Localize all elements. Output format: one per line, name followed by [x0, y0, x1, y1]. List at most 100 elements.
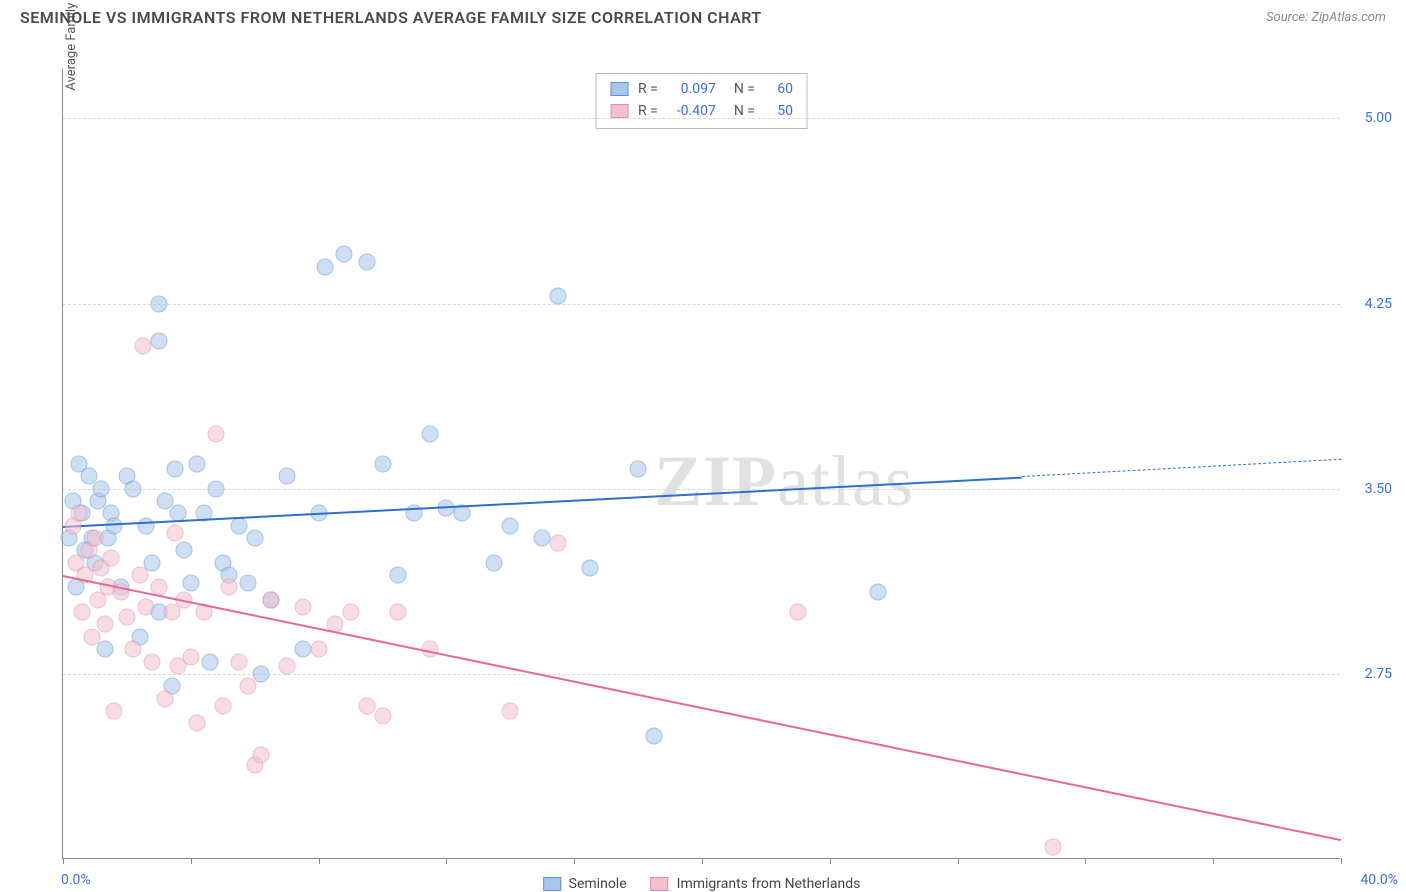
data-point [240, 678, 257, 695]
legend-swatch [543, 877, 561, 891]
data-point [166, 460, 183, 477]
data-point [189, 715, 206, 732]
data-point [144, 554, 161, 571]
data-point [230, 653, 247, 670]
legend-swatch [610, 82, 628, 96]
data-point [486, 554, 503, 571]
data-point [789, 604, 806, 621]
data-point [342, 604, 359, 621]
data-point [422, 426, 439, 443]
trend-line [63, 476, 1022, 527]
data-point [208, 480, 225, 497]
trend-line [1021, 459, 1341, 477]
data-point [390, 604, 407, 621]
legend-swatch [651, 877, 669, 891]
stat-n-label: N = [734, 78, 755, 100]
xtick [1341, 858, 1342, 864]
data-point [869, 584, 886, 601]
xtick [191, 858, 192, 864]
legend-item: Immigrants from Netherlands [651, 876, 861, 892]
data-point [201, 653, 218, 670]
data-point [502, 517, 519, 534]
data-point [96, 641, 113, 658]
data-point [253, 665, 270, 682]
data-point [374, 707, 391, 724]
data-point [534, 530, 551, 547]
stat-r-label: R = [638, 78, 658, 100]
watermark-rest: atlas [777, 441, 914, 521]
xtick [830, 858, 831, 864]
xtick [1085, 858, 1086, 864]
gridline [63, 304, 1340, 305]
data-point [96, 616, 113, 633]
data-point [310, 641, 327, 658]
data-point [125, 480, 142, 497]
ytick-label: 5.00 [1365, 110, 1392, 126]
data-point [131, 567, 148, 584]
data-point [208, 426, 225, 443]
stat-r-value: 0.097 [668, 78, 716, 100]
data-point [550, 535, 567, 552]
data-point [221, 579, 238, 596]
data-point [86, 530, 103, 547]
data-point [630, 460, 647, 477]
xtick [446, 858, 447, 864]
data-point [582, 559, 599, 576]
stats-row: R = 0.097 N = 60 [610, 78, 793, 100]
data-point [74, 604, 91, 621]
data-point [70, 505, 87, 522]
data-point [358, 253, 375, 270]
xtick [958, 858, 959, 864]
data-point [118, 609, 135, 626]
data-point [240, 574, 257, 591]
x-axis-min-label: 0.0% [61, 872, 91, 888]
data-point [163, 604, 180, 621]
legend-label: Immigrants from Netherlands [677, 876, 861, 892]
data-point [182, 648, 199, 665]
data-point [374, 456, 391, 473]
trend-line [63, 575, 1341, 841]
data-point [138, 599, 155, 616]
data-point [1045, 838, 1062, 855]
ytick-label: 4.25 [1365, 296, 1392, 312]
legend-label: Seminole [569, 876, 627, 892]
data-point [262, 591, 279, 608]
xtick [574, 858, 575, 864]
chart-source: Source: ZipAtlas.com [1266, 10, 1386, 25]
data-point [230, 517, 247, 534]
watermark: ZIPatlas [654, 440, 914, 523]
data-point [150, 332, 167, 349]
data-point [294, 641, 311, 658]
stat-n-value: 60 [765, 78, 793, 100]
plot-region: ZIPatlas R =0.097N =60R =-0.407N =50 Sem… [62, 69, 1340, 859]
bottom-legend: Seminole Immigrants from Netherlands [543, 876, 861, 892]
data-point [214, 697, 231, 714]
data-point [502, 702, 519, 719]
ytick-label: 3.50 [1365, 481, 1392, 497]
data-point [336, 246, 353, 263]
chart-header: SEMINOLE VS IMMIGRANTS FROM NETHERLANDS … [0, 0, 1406, 33]
data-point [106, 702, 123, 719]
data-point [150, 295, 167, 312]
data-point [316, 258, 333, 275]
data-point [358, 697, 375, 714]
data-point [189, 456, 206, 473]
correlation-stats-box: R =0.097N =60R =-0.407N =50 [595, 73, 808, 129]
watermark-bold: ZIP [654, 441, 777, 521]
data-point [93, 480, 110, 497]
data-point [166, 525, 183, 542]
data-point [294, 599, 311, 616]
xtick [319, 858, 320, 864]
data-point [182, 574, 199, 591]
data-point [144, 653, 161, 670]
data-point [157, 690, 174, 707]
legend-swatch [610, 104, 628, 118]
data-point [102, 549, 119, 566]
xtick [702, 858, 703, 864]
data-point [106, 517, 123, 534]
xtick [1213, 858, 1214, 864]
data-point [134, 337, 151, 354]
ytick-label: 2.75 [1365, 666, 1392, 682]
data-point [83, 628, 100, 645]
data-point [176, 542, 193, 559]
